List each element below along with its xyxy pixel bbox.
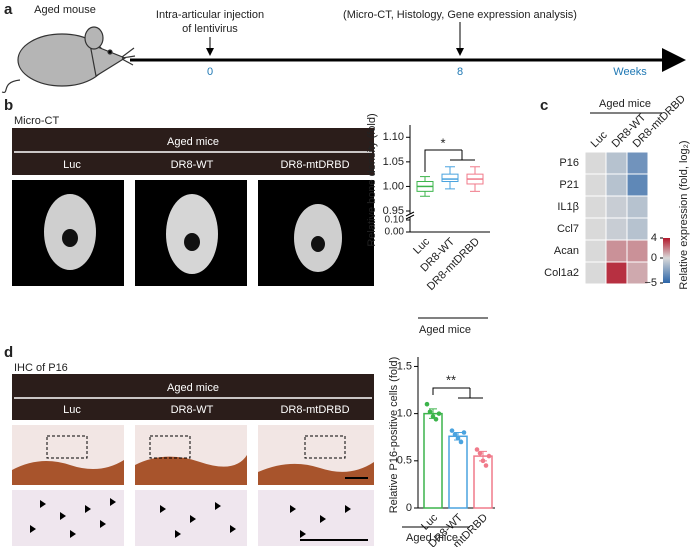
significance: ** <box>446 372 456 387</box>
y-tick-label: 1.5 <box>397 360 412 372</box>
column-label: Luc <box>63 159 81 171</box>
data-point <box>449 428 455 433</box>
heat-cell <box>605 151 628 175</box>
header-bar <box>12 374 374 420</box>
significance: * <box>440 135 445 150</box>
row-label: P16 <box>559 157 579 169</box>
method-label: IHC of P16 <box>14 362 68 374</box>
heat-cell <box>584 261 607 285</box>
event-label: of lentivirus <box>182 23 238 35</box>
time-unit: Weeks <box>613 66 647 78</box>
data-point <box>430 414 436 419</box>
data-point <box>458 439 464 445</box>
axis-break <box>405 211 415 217</box>
panel-label: d <box>4 344 13 361</box>
y-axis-label: Relative bone density (fold) <box>366 113 378 246</box>
row-label: P21 <box>559 179 579 191</box>
data-point <box>474 447 480 452</box>
histology-images <box>12 425 374 546</box>
subject-label: Aged mouse <box>34 4 96 16</box>
heat-cell <box>605 195 628 219</box>
y-tick-label: 1.0 <box>397 408 412 420</box>
bar <box>473 455 493 509</box>
x-tick-label: Luc <box>419 511 440 532</box>
group-label: Aged mice <box>419 324 471 336</box>
y-tick-label: 1.10 <box>383 131 404 143</box>
heat-cell <box>626 173 649 197</box>
event-label: (Micro-CT, Histology, Gene expression an… <box>343 9 577 21</box>
panel-label: a <box>4 1 13 18</box>
mouse-icon <box>1 26 136 94</box>
heat-cell <box>626 151 649 175</box>
data-point <box>486 453 492 459</box>
group-label: Aged mice <box>167 136 219 148</box>
colorbar-tick-label: −5 <box>644 277 657 289</box>
column-label: DR8-WT <box>171 404 214 416</box>
bar <box>448 435 468 509</box>
heat-cell <box>605 239 628 263</box>
colorbar-tick-label: 0 <box>651 252 657 264</box>
data-point <box>477 450 483 456</box>
heat-cell <box>605 217 628 241</box>
data-point <box>452 432 458 437</box>
row-label: Acan <box>554 245 579 257</box>
data-point <box>433 416 439 422</box>
event-label: Intra-articular injection <box>156 9 264 21</box>
heat-cell <box>626 239 649 263</box>
timepoint: 8 <box>457 66 463 78</box>
group-label: Aged mice <box>167 382 219 394</box>
column-label: DR8-WT <box>171 159 214 171</box>
significance-bracket <box>424 149 475 172</box>
heat-cell <box>605 261 628 285</box>
y-axis-label: Relative P16-positive cells (fold) <box>388 357 400 514</box>
row-label: Col1a2 <box>544 267 579 279</box>
data-point <box>436 411 442 416</box>
row-label: Ccl7 <box>557 223 579 235</box>
heat-cell <box>626 261 649 285</box>
axis-break <box>405 214 415 220</box>
y-tick-label: 0.00 <box>385 227 405 238</box>
heat-cell <box>584 173 607 197</box>
timepoint: 0 <box>207 66 213 78</box>
colorbar <box>663 238 670 283</box>
y-tick-label: 1.05 <box>383 156 404 168</box>
panel-label: b <box>4 97 13 114</box>
row-label: IL1β <box>557 201 579 213</box>
method-label: Micro-CT <box>14 115 59 127</box>
data-point <box>424 401 430 407</box>
y-tick-label: 0.95 <box>383 205 404 217</box>
heat-cell <box>584 151 607 175</box>
bar <box>423 412 443 509</box>
heat-cell <box>584 217 607 241</box>
data-point <box>480 458 486 464</box>
column-label: DR8-mtDRBD <box>280 404 349 416</box>
micro-ct-images <box>12 180 374 286</box>
column-label: DR8-mtDRBD <box>280 159 349 171</box>
column-label: Luc <box>589 129 610 150</box>
colorbar-tick-label: 4 <box>651 232 657 244</box>
y-tick-label: 0.5 <box>397 455 412 467</box>
heat-cell <box>626 195 649 219</box>
data-point <box>483 463 489 468</box>
data-point <box>427 409 433 415</box>
significance-bracket <box>432 387 483 399</box>
x-tick-label: Luc <box>411 235 432 256</box>
colorbar-label: Relative expression (fold, log₂) <box>678 140 690 289</box>
data-point <box>455 435 461 441</box>
group-label: Aged mice <box>599 98 651 110</box>
box <box>441 173 459 183</box>
data-point <box>461 430 467 435</box>
heat-cell <box>584 195 607 219</box>
heat-cell <box>626 217 649 241</box>
y-tick-label: 0 <box>406 502 412 514</box>
heat-cell <box>605 173 628 197</box>
heat-cell <box>584 239 607 263</box>
column-label: Luc <box>63 404 81 416</box>
y-tick-label: 1.00 <box>383 180 404 192</box>
panel-label: c <box>540 97 548 114</box>
group-label: Aged mice <box>406 532 458 544</box>
y-tick-label: 0.10 <box>385 215 405 226</box>
